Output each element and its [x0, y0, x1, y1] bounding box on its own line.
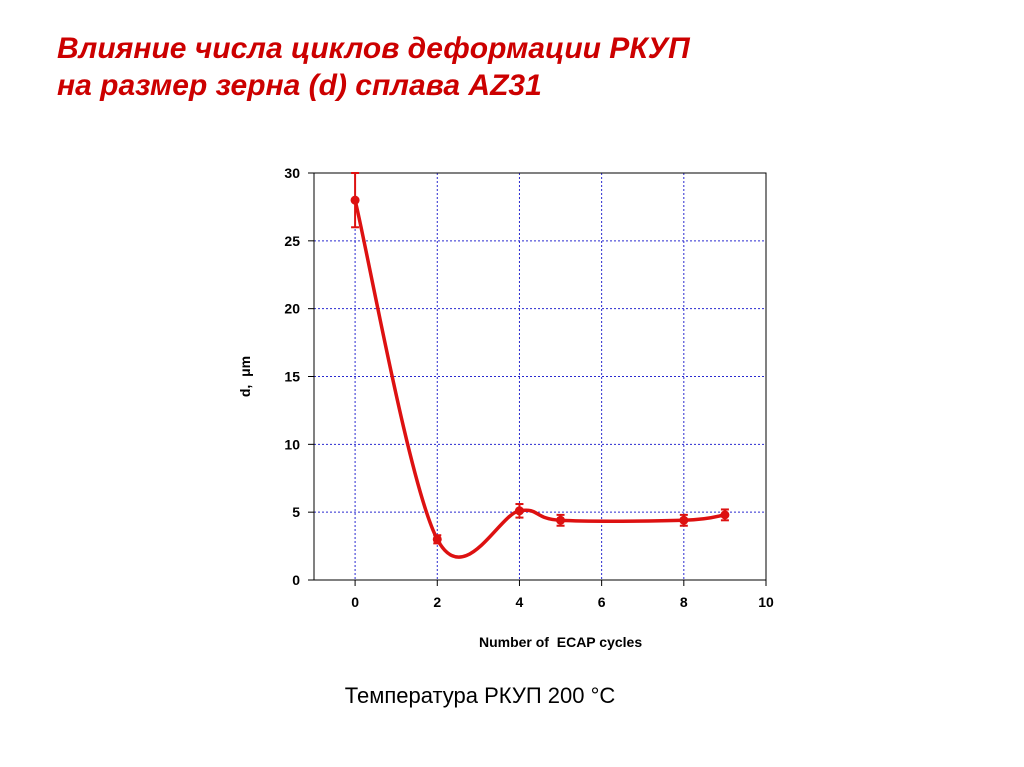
data-point	[556, 515, 566, 525]
x-tick-label: 2	[433, 594, 441, 610]
series	[350, 172, 730, 559]
slide-title-line2: на размер зерна (d) сплава AZ31	[57, 69, 542, 102]
x-tick-label: 8	[680, 594, 688, 610]
x-tick-label: 6	[598, 594, 606, 610]
x-axis-label: Number of ECAP cycles	[479, 634, 642, 650]
slide-title-line1: Влияние числа циклов деформации РКУП	[57, 32, 690, 65]
y-tick-label: 15	[284, 369, 300, 385]
slide-title: Влияние числа циклов деформации РКУП на …	[57, 30, 690, 104]
series-line	[353, 199, 726, 559]
data-point	[720, 510, 730, 520]
y-tick-label: 5	[292, 504, 300, 520]
grain-size-chart: 0 2 4 6 8 10 0 5 10 15 20 25 30 Number of ECAP cycle…	[220, 155, 800, 665]
x-tick-label: 10	[758, 594, 774, 610]
y-tick-label: 20	[284, 301, 300, 317]
x-tick-label: 0	[351, 594, 359, 610]
y-tick-label: 10	[284, 436, 300, 452]
y-axis-label: d, μm	[237, 356, 253, 397]
y-tick-label: 25	[284, 233, 300, 249]
caption-temperature: Температура РКУП 200 °С	[344, 683, 616, 708]
y-tick-label: 0	[292, 572, 300, 588]
data-point	[679, 515, 689, 525]
data-point	[350, 195, 360, 205]
data-point	[514, 506, 524, 516]
axis-ticks: 0 2 4 6 8 10 0 5 10 15 20 25 30	[284, 165, 774, 610]
data-point	[432, 534, 442, 544]
x-tick-label: 4	[516, 594, 524, 610]
chart-svg: 0 2 4 6 8 10 0 5 10 15 20 25 30 Number of ECAP cycle…	[237, 165, 774, 650]
y-tick-label: 30	[284, 165, 300, 181]
